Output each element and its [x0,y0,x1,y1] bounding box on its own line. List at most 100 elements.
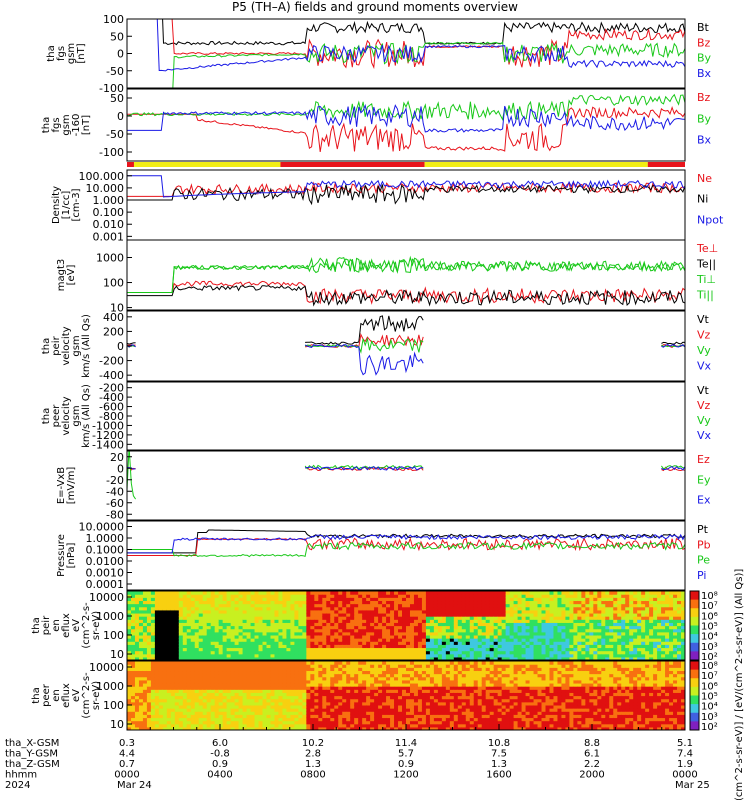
ytick-label: 0.1000 [86,543,125,556]
legend-ni: Ni [697,193,708,206]
ylabel-line: sr-eV) [91,681,102,710]
panel-1-ylabel: tha fgs gsm [nT] [46,43,87,64]
xrow-value: Mar 25 [675,780,710,791]
legend-vz: Vz [697,329,711,342]
xrow-label: tha_Y-GSM [5,749,58,760]
ylabel-line: km/s (All Qs) [81,384,92,448]
panel-9-frame [126,590,686,661]
ytick-label: -20 [106,474,124,487]
ylabel-line: velocity [61,326,72,365]
ytick-label: 1.0000 [86,532,125,545]
colorbar-cell [690,669,699,679]
xrow-value: 0000 [672,770,697,781]
ytick-label: 0.010 [93,218,125,231]
ytick-label: 100.000 [79,170,125,183]
ytick-label: -400 [99,369,124,382]
ylabel-line: Pressure [56,534,67,577]
ylabel-line: [eV] [66,265,77,286]
ylabel-line: tha [46,45,57,61]
panel-6-ylabel: tha peer velocity gsm km/s (All Qs) [41,384,92,448]
xrow-value: 7.4 [677,749,693,760]
colorbar-tick: 10⁷ [701,671,718,682]
ytick-label: 0 [117,110,124,123]
legend-te: Te|| [696,258,716,271]
ylabel-line: velocity [61,396,72,435]
panel-9-traces [127,591,685,660]
trace-vx [127,343,685,376]
colorbar-cell [690,721,699,731]
ylabel-line: [cm-3] [71,188,82,221]
legend-ez: Ez [697,453,710,466]
legend-pi: Pi [697,569,706,582]
xrow-value: 0400 [207,770,232,781]
legend-ex: Ex [697,494,711,507]
mode-bar-segment [280,162,425,167]
trace-bx [127,103,685,133]
ylabel-line: en [51,689,62,702]
ytick-label: 0.0100 [86,555,125,568]
trace-vt [127,315,685,345]
legend-vy: Vy [697,414,711,427]
xrow-value: 10.2 [302,738,324,749]
ytick-label: 10000 [89,591,124,604]
ytick-label: -1400 [92,438,124,451]
legend-pe: Pe [697,554,710,567]
ytick-label: -40 [106,485,124,498]
panel-1-traces [127,19,685,88]
ylabel-line: E=-VxB [56,467,67,504]
xrow-value: 1.3 [305,759,321,770]
legend-pb: Pb [697,538,711,551]
ytick-label: 1.000 [93,194,125,207]
colorbar-frame [689,660,700,731]
panel-7-traces [127,451,685,500]
trace-bt [162,19,685,46]
xrow-label: tha_Z-GSM [5,759,60,770]
xrow-value: 0.3 [119,738,135,749]
colorbar-cell [690,712,699,722]
colorbar-tick: 10⁵ [701,622,718,633]
ylabel-line: gsm [71,405,82,426]
legend-bx: Bx [697,134,712,147]
xrow-value: 2.8 [305,749,321,760]
xrow-value: 0800 [300,770,325,781]
ytick-label: 50 [110,92,124,105]
ytick-label: 100 [103,699,124,712]
ytick-label: 10.000 [86,182,125,195]
panel-8-ylabel: Pressure [nPa] [56,534,77,577]
panel-7-frame [126,450,686,521]
panel-5-traces [127,315,685,376]
panel-5-ylabel: tha peir velocity gsm km/s (All Qs) [41,314,92,378]
trace-ni [127,183,685,206]
ylabel-line: en [51,619,62,632]
ytick-label: -800 [99,410,124,423]
ylabel-line: [nT] [76,43,87,63]
colorbar-cell [690,642,699,652]
xrow-value: 7.5 [491,749,507,760]
colorbar-tick: 10⁶ [701,611,718,622]
ylabel-line: peer [41,683,52,707]
ytick-label: 100 [103,13,124,26]
trace-te|| [127,284,685,307]
trace-pe [127,541,685,558]
xrow-value: 1.3 [491,759,507,770]
ytick-label: -50 [106,128,124,141]
ylabel-line: gsm [61,114,72,135]
legend-vx: Vx [697,360,712,373]
panel-8-frame [126,520,686,591]
trace-ti⊥ [127,257,685,293]
ylabel-line: eV [71,689,82,702]
xrow-value: 0000 [114,770,139,781]
xrow-value: 0.9 [398,759,414,770]
ytick-label: 10 [110,648,124,661]
plot-title: P5 (TH–A) fields and ground moments over… [232,0,518,14]
colorbar-tick: 10⁸ [701,591,718,602]
panel-2-frame [126,88,686,162]
mode-bar-segment [127,162,134,167]
xrow-value: 11.4 [395,738,417,749]
xrow-value: 2.2 [584,759,600,770]
trace-by [127,93,685,121]
ytick-label: -400 [99,391,124,404]
trace-bx [156,19,685,72]
ytick-label: 100 [103,277,124,290]
ytick-label: -60 [106,497,124,510]
